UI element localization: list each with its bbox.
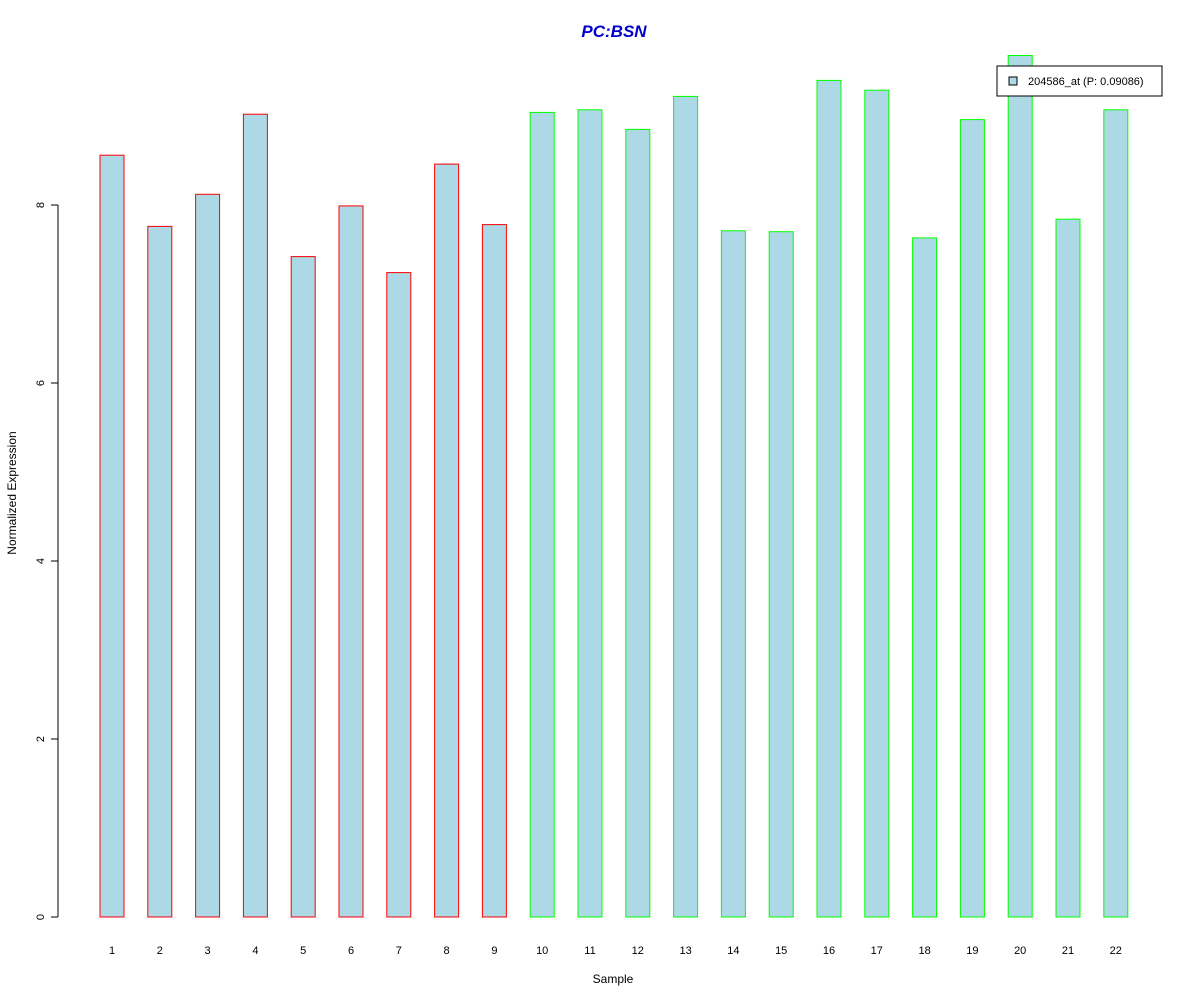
bar-sample-20 xyxy=(1007,55,1033,918)
x-tick-label: 13 xyxy=(679,945,691,957)
x-tick-label: 2 xyxy=(157,945,163,957)
bar-sample-12 xyxy=(625,128,651,918)
bar-sample-16 xyxy=(816,79,842,918)
bar-sample-18 xyxy=(912,237,938,918)
bar-sample-4 xyxy=(242,113,268,918)
legend-label: 204586_at (P: 0.09086) xyxy=(1028,76,1144,88)
x-tick-label: 7 xyxy=(396,945,402,957)
y-axis: 0 2 4 6 8 xyxy=(35,202,59,920)
bar-sample-2 xyxy=(147,225,173,918)
bar-sample-17 xyxy=(864,89,890,918)
y-tick-label: 4 xyxy=(35,558,47,564)
bar-sample-13 xyxy=(673,95,699,918)
bar-sample-22 xyxy=(1103,109,1129,918)
x-tick-label: 16 xyxy=(823,945,835,957)
bar-sample-14 xyxy=(720,230,746,918)
x-tick-label: 3 xyxy=(205,945,211,957)
legend-box xyxy=(996,65,1163,97)
bar-sample-7 xyxy=(386,272,412,918)
x-tick-label: 4 xyxy=(252,945,258,957)
x-tick-label: 5 xyxy=(300,945,306,957)
x-tick-label: 9 xyxy=(491,945,497,957)
x-tick-label: 10 xyxy=(536,945,548,957)
y-axis-label: Normalized Expression xyxy=(5,431,19,554)
bar-sample-11 xyxy=(577,109,603,918)
x-tick-label: 15 xyxy=(775,945,787,957)
legend-swatch xyxy=(1008,76,1018,86)
bar-sample-9 xyxy=(481,224,507,918)
x-tick-label: 14 xyxy=(727,945,739,957)
chart-title: PC:BSN xyxy=(581,22,647,41)
x-tick-label: 6 xyxy=(348,945,354,957)
x-tick-label: 8 xyxy=(444,945,450,957)
x-tick-label: 19 xyxy=(966,945,978,957)
bar-sample-8 xyxy=(434,163,460,918)
y-tick-label: 0 xyxy=(35,914,47,920)
x-tick-label: 18 xyxy=(918,945,930,957)
x-tick-label: 21 xyxy=(1062,945,1074,957)
bar-sample-3 xyxy=(195,193,221,918)
bar-sample-1 xyxy=(99,154,125,918)
x-tick-label: 17 xyxy=(871,945,883,957)
bar-sample-6 xyxy=(338,205,364,918)
bar-sample-15 xyxy=(768,231,794,918)
x-tick-label: 1 xyxy=(109,945,115,957)
x-tick-label: 22 xyxy=(1110,945,1122,957)
bar-sample-10 xyxy=(529,111,555,918)
bar-sample-21 xyxy=(1055,218,1081,918)
y-tick-label: 8 xyxy=(35,202,47,208)
x-tick-labels: 1 2 3 4 5 6 7 8 9 10 11 12 13 14 15 16 17 18 19 20 21 22 xyxy=(109,945,1122,957)
x-tick-label: 20 xyxy=(1014,945,1026,957)
bar-sample-5 xyxy=(290,256,316,918)
bar-sample-19 xyxy=(959,119,985,918)
x-tick-label: 12 xyxy=(632,945,644,957)
bars-group xyxy=(99,55,1129,918)
x-axis-label: Sample xyxy=(593,972,634,986)
x-tick-label: 11 xyxy=(584,945,595,957)
legend: 204586_at (P: 0.09086) xyxy=(996,65,1163,97)
y-tick-label: 2 xyxy=(35,736,47,742)
y-tick-label: 6 xyxy=(35,380,47,386)
